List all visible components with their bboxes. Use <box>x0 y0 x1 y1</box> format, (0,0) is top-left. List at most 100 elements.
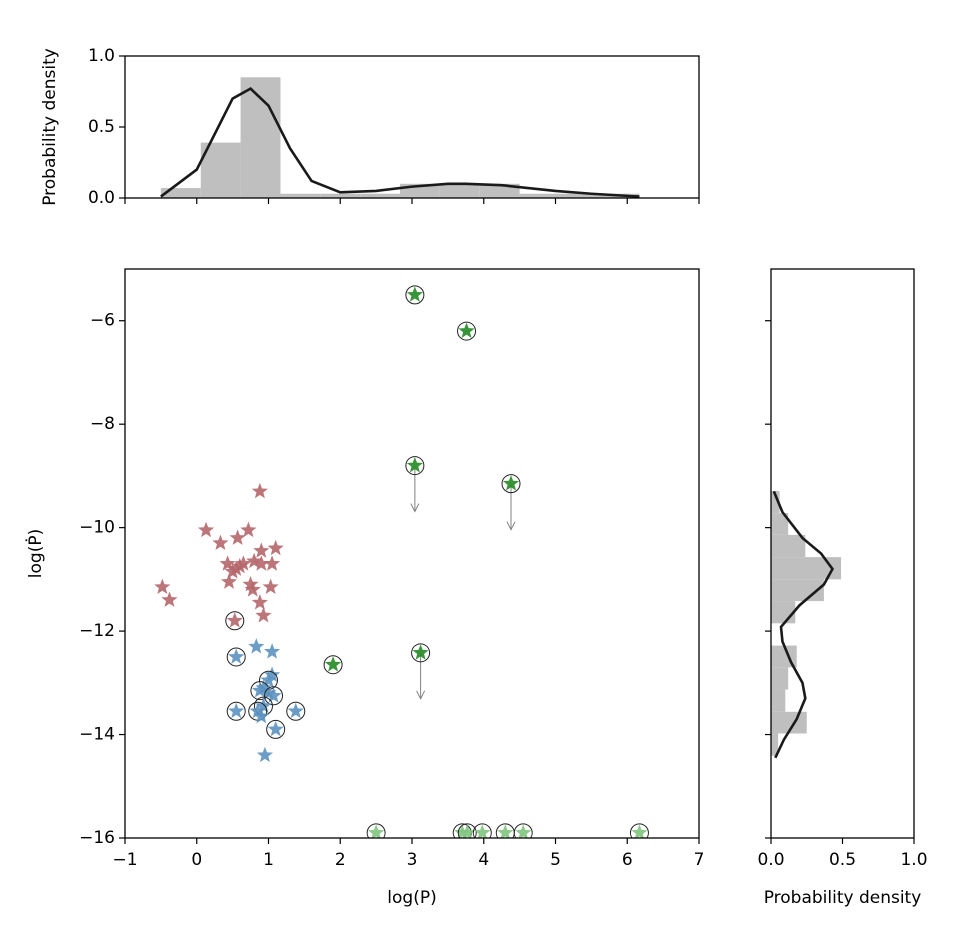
y-axis-label: log(Ṗ) <box>25 529 46 578</box>
star-marker <box>264 643 281 659</box>
kde-curve <box>160 87 640 198</box>
y-tick-label: −12 <box>79 621 115 641</box>
star-marker <box>224 563 241 579</box>
panel: 0.0 0.5 1.0 Probability density <box>40 46 700 208</box>
histogram-bar <box>559 193 600 198</box>
circle-marker <box>405 456 425 476</box>
star-marker <box>161 591 178 607</box>
y-tick-label: −6 <box>90 311 115 331</box>
star-marker <box>287 702 304 719</box>
circle-marker <box>226 647 246 667</box>
x-tick-label: 0.0 <box>757 850 784 870</box>
y-tick-label: −14 <box>79 725 115 745</box>
histogram-bar <box>771 601 796 624</box>
star-marker <box>459 824 476 838</box>
y-tick-label: 1.0 <box>88 46 115 66</box>
histogram-bar <box>771 513 789 535</box>
x-axis-label: Probability density <box>764 888 922 908</box>
star-marker <box>154 578 171 594</box>
y-tick-label: 0.5 <box>88 117 115 137</box>
star-marker <box>264 555 281 571</box>
circle-marker <box>513 823 533 838</box>
star-marker <box>248 638 265 654</box>
circle-marker <box>457 321 477 341</box>
star-marker <box>229 529 246 545</box>
star-marker <box>368 824 385 838</box>
star-marker <box>219 555 236 571</box>
panel: 0.0 0.5 1.0 Probability density <box>757 268 928 908</box>
circle-marker <box>472 823 492 838</box>
circle-marker <box>266 719 286 739</box>
histogram-bar <box>519 193 560 198</box>
plot-area <box>160 77 640 198</box>
axes-frame <box>124 268 700 839</box>
star-marker <box>253 707 270 724</box>
star-marker <box>242 576 259 592</box>
histogram-bar <box>280 193 321 198</box>
histogram-bar <box>320 193 361 198</box>
star-marker <box>244 581 261 597</box>
circle-marker <box>323 655 343 675</box>
circle-marker <box>501 474 521 494</box>
histogram-bar <box>771 557 842 580</box>
star-marker <box>474 824 491 838</box>
star-marker <box>255 697 272 713</box>
y-tick-label: −16 <box>79 828 115 848</box>
histogram-bar <box>771 490 780 514</box>
histogram-bar <box>360 193 401 198</box>
star-marker <box>228 702 245 719</box>
histogram-bar <box>771 733 779 756</box>
star-marker <box>249 702 266 719</box>
x-tick-label: 3 <box>407 850 418 870</box>
x-tick-label: 1 <box>263 850 274 870</box>
histogram-bar <box>771 689 786 712</box>
x-tick-label: 1.0 <box>900 850 927 870</box>
circle-marker <box>225 611 245 631</box>
x-tick-label: 5 <box>550 850 561 870</box>
histogram-bar <box>200 142 241 198</box>
star-marker <box>267 539 284 556</box>
star-marker <box>260 684 277 701</box>
y-tick-label: −10 <box>79 518 115 538</box>
star-marker <box>256 746 273 763</box>
y-tick-label: 0.0 <box>88 188 115 208</box>
histogram-bar <box>160 188 201 198</box>
circle-marker <box>264 686 284 706</box>
x-tick-label: 0.5 <box>829 850 856 870</box>
upper-limit-arrowhead <box>416 690 426 700</box>
upper-limit-arrowhead <box>410 503 420 513</box>
kde-curve <box>772 490 835 759</box>
star-marker <box>262 578 279 594</box>
star-marker <box>226 612 243 628</box>
histogram-bar <box>771 534 806 558</box>
star-marker <box>235 555 252 571</box>
star-marker <box>255 679 272 695</box>
star-marker <box>502 475 520 491</box>
circle-marker <box>226 701 246 721</box>
x-tick-label: 4 <box>478 850 489 870</box>
star-marker <box>497 824 514 838</box>
star-marker <box>251 682 268 698</box>
star-marker <box>253 555 270 571</box>
y-axis-label: Probability density <box>40 48 60 206</box>
star-marker <box>515 824 532 838</box>
y-tick-label: −8 <box>90 414 115 434</box>
histogram-bar <box>240 77 281 198</box>
star-marker <box>240 521 257 538</box>
circle-marker <box>405 285 425 305</box>
star-marker <box>220 573 238 589</box>
star-marker <box>228 648 245 664</box>
histogram-bar <box>439 183 480 198</box>
circle-marker <box>629 823 649 838</box>
star-marker <box>246 552 263 569</box>
circle-marker <box>286 701 306 721</box>
star-marker <box>212 534 229 551</box>
star-marker <box>324 656 342 672</box>
star-marker <box>197 521 215 538</box>
plot-area <box>154 285 649 838</box>
plot-area <box>771 490 842 759</box>
circle-marker <box>411 643 431 663</box>
star-marker <box>406 457 423 473</box>
star-marker <box>458 322 475 338</box>
x-tick-label: 0 <box>191 850 202 870</box>
